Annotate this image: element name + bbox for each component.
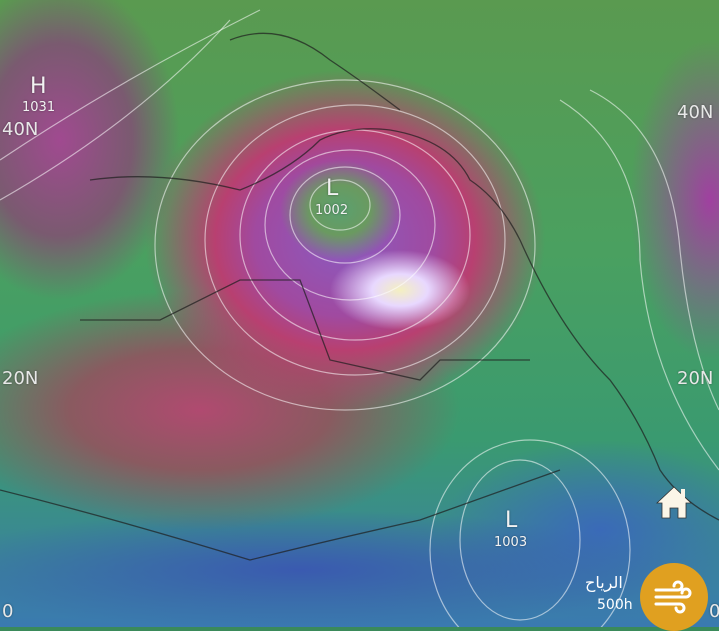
isobar — [559, 99, 719, 471]
isobar — [204, 104, 506, 376]
border — [80, 279, 530, 381]
layer-name: الرياح — [585, 573, 623, 592]
isobar — [154, 79, 536, 411]
coastline — [89, 128, 521, 241]
latitude-label: 20N — [2, 368, 39, 389]
isobar — [264, 149, 436, 301]
isobar — [309, 179, 371, 231]
latitude-label: 0 — [2, 601, 14, 622]
layer-level: 500h — [597, 597, 633, 613]
latitude-label: 20N — [677, 368, 714, 389]
latitude-label: 40N — [2, 119, 39, 140]
latitude-label: 0 — [709, 601, 719, 622]
isobar — [0, 19, 231, 201]
home-icon — [655, 486, 693, 519]
isobar — [0, 9, 261, 161]
latitude-label: 40N — [677, 102, 714, 123]
isobar — [459, 459, 581, 621]
low-pressure-marker: L — [326, 176, 339, 201]
isobar — [289, 166, 401, 264]
wind-layer-button[interactable] — [640, 563, 708, 631]
wind-icon — [654, 580, 692, 614]
low-pressure-marker: L — [505, 508, 518, 533]
low-pressure-value: 1002 — [315, 203, 349, 218]
isobar — [239, 129, 471, 341]
high-pressure-value: 1031 — [22, 100, 56, 115]
isobar — [429, 439, 631, 627]
border — [0, 469, 561, 561]
coastline — [229, 32, 401, 111]
low-pressure-value: 1003 — [494, 535, 528, 550]
isobar — [589, 89, 719, 411]
high-pressure-marker: H — [30, 74, 47, 99]
home-button[interactable] — [655, 484, 693, 520]
